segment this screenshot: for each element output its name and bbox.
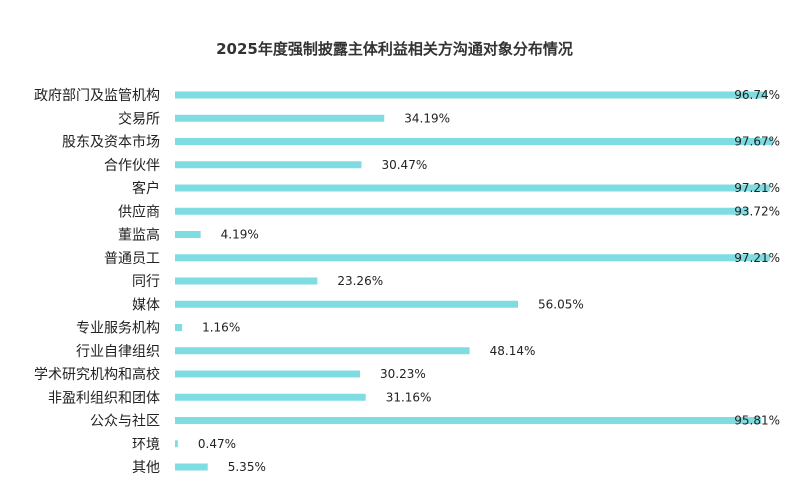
value-label: 97.21% xyxy=(734,181,780,195)
category-label: 行业自律组织 xyxy=(76,344,160,360)
category-label: 政府部门及监管机构 xyxy=(34,88,160,104)
value-label: 1.16% xyxy=(202,321,240,335)
category-label: 供应商 xyxy=(118,203,160,220)
category-label: 环境 xyxy=(132,437,160,453)
category-label: 媒体 xyxy=(132,297,160,313)
category-label: 其他 xyxy=(132,460,160,476)
bar xyxy=(175,277,318,285)
value-label: 48.14% xyxy=(490,344,536,358)
bar xyxy=(175,370,361,378)
category-label: 非盈利组织和团体 xyxy=(48,390,160,406)
value-label: 30.47% xyxy=(381,158,427,172)
category-label: 合作伙伴 xyxy=(104,158,160,174)
bar xyxy=(175,300,519,308)
bar xyxy=(175,393,366,401)
value-label: 56.05% xyxy=(538,297,584,311)
value-label: 31.16% xyxy=(386,390,432,404)
value-label: 97.67% xyxy=(734,135,780,149)
category-label: 同行 xyxy=(132,274,160,290)
bar xyxy=(175,184,770,192)
category-label: 学术研究机构和高校 xyxy=(34,366,160,383)
value-label: 34.19% xyxy=(404,111,450,125)
category-label: 专业服务机构 xyxy=(76,321,160,337)
category-label: 董监高 xyxy=(118,227,160,244)
value-label: 30.23% xyxy=(380,367,426,381)
category-label: 股东及资本市场 xyxy=(62,134,160,151)
value-label: 96.74% xyxy=(734,88,780,102)
value-label: 23.26% xyxy=(337,274,383,288)
value-label: 97.21% xyxy=(734,251,780,265)
value-label: 4.19% xyxy=(221,228,259,242)
category-label: 客户 xyxy=(132,180,160,197)
bar xyxy=(175,347,470,355)
bar xyxy=(175,91,768,99)
value-label: 93.72% xyxy=(734,204,780,218)
value-label: 95.81% xyxy=(734,414,780,428)
bar xyxy=(175,463,208,471)
bar xyxy=(175,440,178,448)
bar xyxy=(175,161,362,169)
value-label: 0.47% xyxy=(198,437,236,451)
chart-title: 2025年度强制披露主体利益相关方沟通对象分布情况 xyxy=(216,40,573,58)
category-label: 公众与社区 xyxy=(90,414,160,430)
category-label: 普通员工 xyxy=(104,251,160,267)
value-label: 5.35% xyxy=(228,460,266,474)
bar xyxy=(175,207,749,215)
bar xyxy=(175,324,183,331)
bar xyxy=(175,231,201,238)
bar xyxy=(175,254,770,262)
bar xyxy=(175,417,762,424)
bar xyxy=(175,138,773,145)
bar xyxy=(175,114,385,122)
category-label: 交易所 xyxy=(118,110,160,127)
